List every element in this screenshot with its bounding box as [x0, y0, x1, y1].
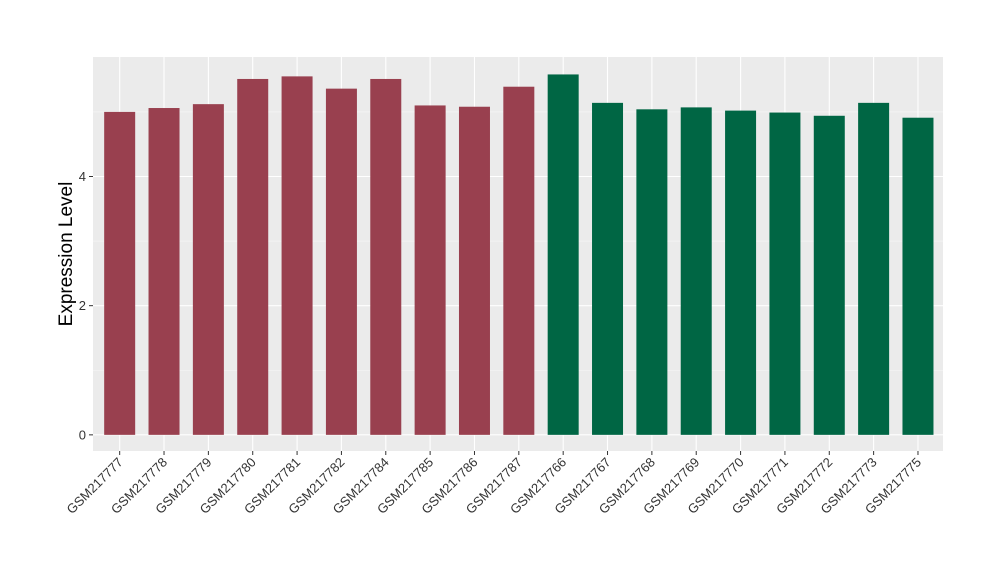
- bar-GSM217781: [281, 76, 313, 435]
- bar-GSM217768: [636, 109, 668, 435]
- bar-GSM217786: [458, 106, 490, 435]
- y-tick-label: 0: [79, 427, 86, 442]
- bar-GSM217779: [192, 104, 224, 435]
- y-tick-label: 4: [79, 169, 86, 184]
- bar-GSM217785: [414, 105, 446, 435]
- bar-GSM217780: [237, 78, 269, 435]
- y-axis: 0 2 4: [79, 169, 93, 442]
- bar-GSM217777: [104, 111, 136, 435]
- bars: [104, 74, 934, 435]
- bar-GSM217778: [148, 108, 180, 435]
- bar-GSM217769: [680, 107, 712, 435]
- bar-GSM217770: [725, 110, 757, 435]
- bar-GSM217772: [813, 115, 845, 435]
- bar-GSM217771: [769, 112, 801, 435]
- bar-GSM217782: [325, 88, 357, 435]
- y-tick-label: 2: [79, 298, 86, 313]
- bar-GSM217784: [370, 78, 402, 435]
- x-axis: GSM217777GSM217778GSM217779GSM217780GSM2…: [64, 451, 924, 517]
- bar-GSM217766: [547, 74, 579, 435]
- y-axis-title: Expression Level: [56, 182, 77, 327]
- bar-GSM217767: [592, 102, 624, 435]
- bar-GSM217787: [503, 86, 535, 435]
- bar-GSM217775: [902, 117, 934, 435]
- bar-GSM217773: [858, 102, 890, 435]
